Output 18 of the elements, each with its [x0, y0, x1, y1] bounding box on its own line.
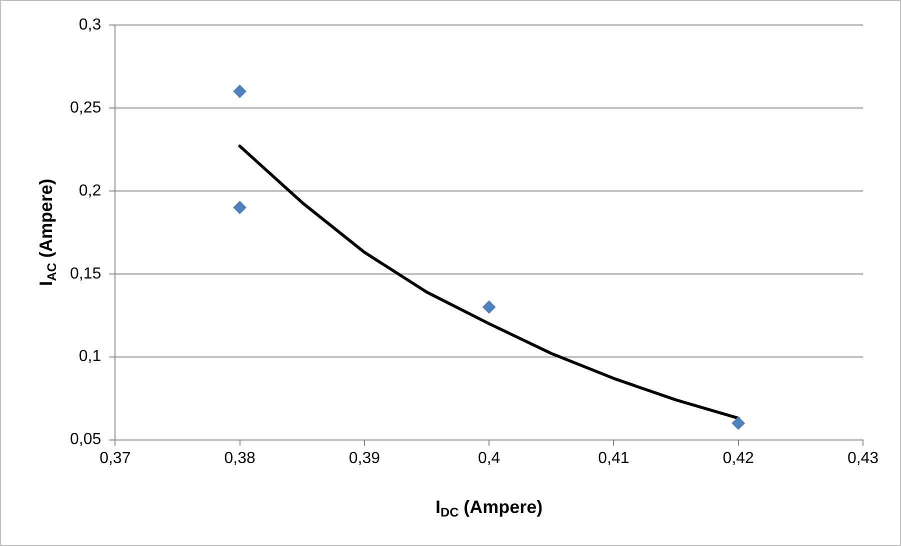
- point: [233, 201, 246, 214]
- x-tick-label: 0,38: [224, 450, 256, 467]
- point: [233, 84, 246, 98]
- y-tick-label: 0,25: [70, 99, 102, 116]
- y-tick-label: 0,2: [78, 182, 102, 200]
- y-axis-title: IAC (Ampere): [36, 178, 60, 286]
- x-tick-label: 0,43: [847, 450, 879, 467]
- x-tick-label: 0,37: [100, 450, 131, 467]
- point: [482, 300, 496, 314]
- y-tick-label: 0,3: [78, 16, 102, 34]
- point: [732, 416, 745, 430]
- y-tick-label: 0,1: [78, 348, 102, 366]
- x-tick-label: 0,41: [598, 450, 630, 467]
- y-tick-label: 0,05: [70, 431, 102, 448]
- x-tick-label: 0,42: [722, 450, 754, 467]
- x-tick-label: 0,4: [478, 450, 500, 467]
- y-tick-label: 0,15: [70, 265, 102, 282]
- x-tick-label: 0,39: [348, 450, 380, 467]
